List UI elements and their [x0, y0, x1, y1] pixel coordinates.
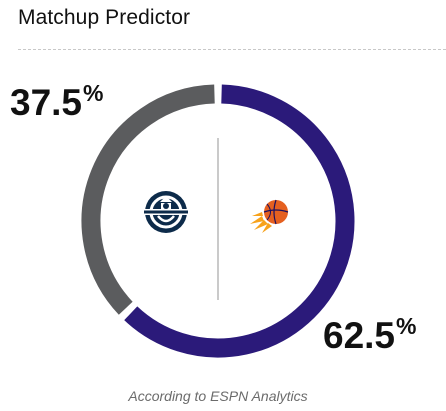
analytics-source-note: According to ESPN Analytics — [128, 388, 308, 404]
away-win-percentage: 37.5% — [10, 80, 104, 123]
title-divider — [18, 49, 446, 50]
away-win-slice — [81, 84, 215, 315]
home-win-slice — [124, 84, 355, 358]
widget-title: Matchup Predictor — [18, 6, 191, 29]
home-team-logo-icon — [250, 199, 289, 233]
away-team-logo-icon — [144, 191, 188, 233]
home-win-percentage: 62.5% — [323, 313, 417, 356]
